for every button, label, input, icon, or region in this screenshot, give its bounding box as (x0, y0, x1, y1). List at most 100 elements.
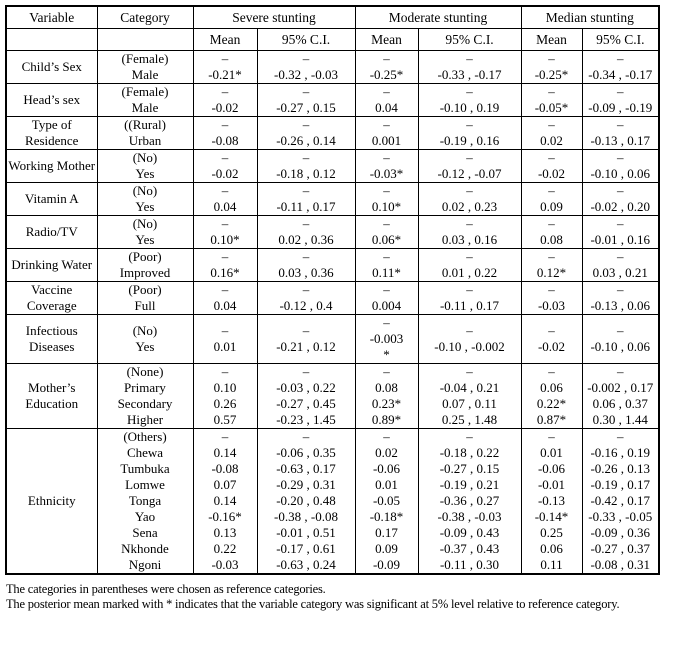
cell-moderate-mean: –0.11* (354, 248, 419, 282)
cell-median-mean: – -0.02 (520, 149, 583, 183)
cell-category: ((Rural) Urban (96, 116, 194, 150)
cell-line: -0.38 , -0.08 (274, 509, 338, 524)
cell-line: – (302, 364, 310, 380)
table-row: Working Mother (No) Yes – -0.02– -0.18 , 0.12… (5, 149, 660, 183)
cell-line: 0.89* (371, 412, 402, 427)
cell-moderate-ci: – -0.04 , 0.21 0.07 , 0.11 0.25 , 1.48 (417, 363, 522, 429)
cell-line: – (221, 183, 229, 199)
cell-line: – (221, 150, 229, 166)
cell-line: – (383, 117, 390, 133)
table-body: Child’s Sex (Female) Male – -0.21* – -0.32 , -… (5, 50, 660, 575)
cell-line: – (302, 216, 310, 232)
cell-moderate-mean: –0.08 0.23* 0.89* (354, 363, 419, 429)
cell-line: -0.05* (534, 100, 569, 115)
cell-line: -0.11 , 0.30 (439, 557, 500, 572)
cell-line: 0.02 (540, 133, 563, 148)
cell-line: 0.23* (371, 396, 402, 411)
cell-line: -0.33 , -0.05 (588, 509, 653, 524)
cell-line: – (221, 84, 229, 100)
cell-median-mean: – -0.03 (520, 281, 583, 315)
cell-line: – (221, 216, 229, 232)
cell-category: (Female) Male (96, 50, 194, 84)
cell-median-mean: –0.08 (520, 215, 583, 249)
cell-line: 0.01 (540, 445, 563, 460)
cell-line: (Poor) (128, 249, 162, 265)
header-median-mean: Mean (520, 28, 583, 51)
cell-line: -0.13 , 0.17 (590, 133, 651, 148)
cell-moderate-mean: – -0.003 * (354, 314, 419, 364)
cell-category: (No) Yes (96, 314, 194, 364)
cell-line: -0.25* (534, 67, 569, 82)
cell-line: -0.09 (372, 557, 401, 572)
cell-line: – (617, 429, 624, 444)
cell-variable: Mother’s Education (5, 363, 98, 429)
cell-line: -0.02 (537, 339, 566, 354)
cell-line: 0.12* (536, 265, 567, 280)
cell-line: -0.10 , -0.002 (434, 339, 505, 354)
cell-severe-mean: –0.04 (192, 281, 258, 315)
header-empty-variable (5, 28, 98, 51)
cell-moderate-ci: – -0.18 , 0.22 -0.27 , 0.15 -0.19 , 0.21 -0.… (417, 428, 522, 575)
cell-line: 0.02 (375, 445, 398, 460)
header-empty-category (96, 28, 194, 51)
cell-severe-ci: – -0.27 , 0.15 (256, 83, 356, 117)
cell-line: -0.09 , 0.43 (439, 525, 500, 540)
cell-line: – (383, 282, 390, 298)
cell-line: -0.19 , 0.17 (590, 477, 651, 492)
cell-line: – (383, 51, 390, 67)
cell-median-ci: – -0.09 , -0.19 (581, 83, 660, 117)
cell-line: -0.11 , 0.17 (439, 298, 500, 313)
cell-line: (No) (132, 183, 158, 199)
cell-category: (Female) Male (96, 83, 194, 117)
cell-severe-ci: – -0.03 , 0.22 -0.27 , 0.45 -0.23 , 1.45 (256, 363, 356, 429)
cell-line: – (548, 282, 555, 298)
cell-line: – (221, 429, 229, 444)
cell-line: -0.02 , 0.20 (590, 199, 651, 214)
cell-line: -0.33 , -0.17 (437, 67, 502, 82)
cell-line: 0.03 , 0.36 (278, 265, 334, 280)
cell-line: 0.25 (540, 525, 563, 540)
header-severe-stunting: Severe stunting (192, 5, 356, 29)
footnote-reference-categories: The categories in parentheses were chose… (6, 582, 326, 596)
cell-line: – (302, 117, 310, 133)
cell-severe-mean: –0.04 (192, 182, 258, 216)
cell-line: Yao (134, 509, 156, 524)
table-row: Vaccine Coverage (Poor) Full –0.04– -0.12 , … (5, 281, 660, 315)
header-median-stunting: Median stunting (520, 5, 660, 29)
cell-line: Improved (119, 265, 171, 280)
cell-line: 0.09 (540, 199, 563, 214)
cell-moderate-ci: –0.03 , 0.16 (417, 215, 522, 249)
cell-line: -0.12 , -0.07 (437, 166, 502, 181)
cell-severe-mean: – -0.21* (192, 50, 258, 84)
cell-median-mean: –0.09 (520, 182, 583, 216)
cell-severe-ci: –0.02 , 0.36 (256, 215, 356, 249)
cell-moderate-ci: –0.01 , 0.22 (417, 248, 522, 282)
cell-line: Primary (124, 380, 166, 395)
cell-line: 0.14 (213, 445, 237, 460)
cell-line: -0.14* (534, 509, 569, 524)
cell-severe-ci: – -0.06 , 0.35 -0.63 , 0.17 -0.29 , 0.31 -0.… (256, 428, 356, 575)
cell-line: -0.29 , 0.31 (276, 477, 336, 492)
cell-severe-mean: – -0.02 (192, 83, 258, 117)
cell-category: (Others) Chewa Tumbuka Lomwe Tonga Yao Sena Nkh… (96, 428, 194, 575)
cell-line: – (383, 183, 390, 199)
cell-line: – (548, 117, 555, 133)
cell-line: -0.06 (372, 461, 401, 476)
cell-line: -0.10 , 0.06 (590, 339, 651, 354)
cell-variable: Infectious Diseases (5, 314, 98, 364)
cell-moderate-mean: –0.004 (354, 281, 419, 315)
cell-line: (Poor) (128, 282, 162, 298)
cell-median-ci: – -0.34 , -0.17 (581, 50, 660, 84)
cell-line: Yes (135, 232, 155, 247)
cell-line: Chewa (126, 445, 164, 460)
cell-median-mean: –0.02 (520, 116, 583, 150)
cell-line: -0.18 , 0.22 (439, 445, 500, 460)
cell-severe-mean: –0.01 (192, 314, 258, 364)
cell-line: -0.26 , 0.14 (276, 133, 336, 148)
header-row-groups: Variable Category Severe stunting Modera… (5, 5, 660, 29)
cell-line: – (466, 364, 473, 380)
cell-line: Male (131, 67, 159, 82)
cell-line: -0.37 , 0.43 (439, 541, 500, 556)
cell-line: -0.19 , 0.16 (439, 133, 500, 148)
cell-line: – (302, 84, 310, 100)
